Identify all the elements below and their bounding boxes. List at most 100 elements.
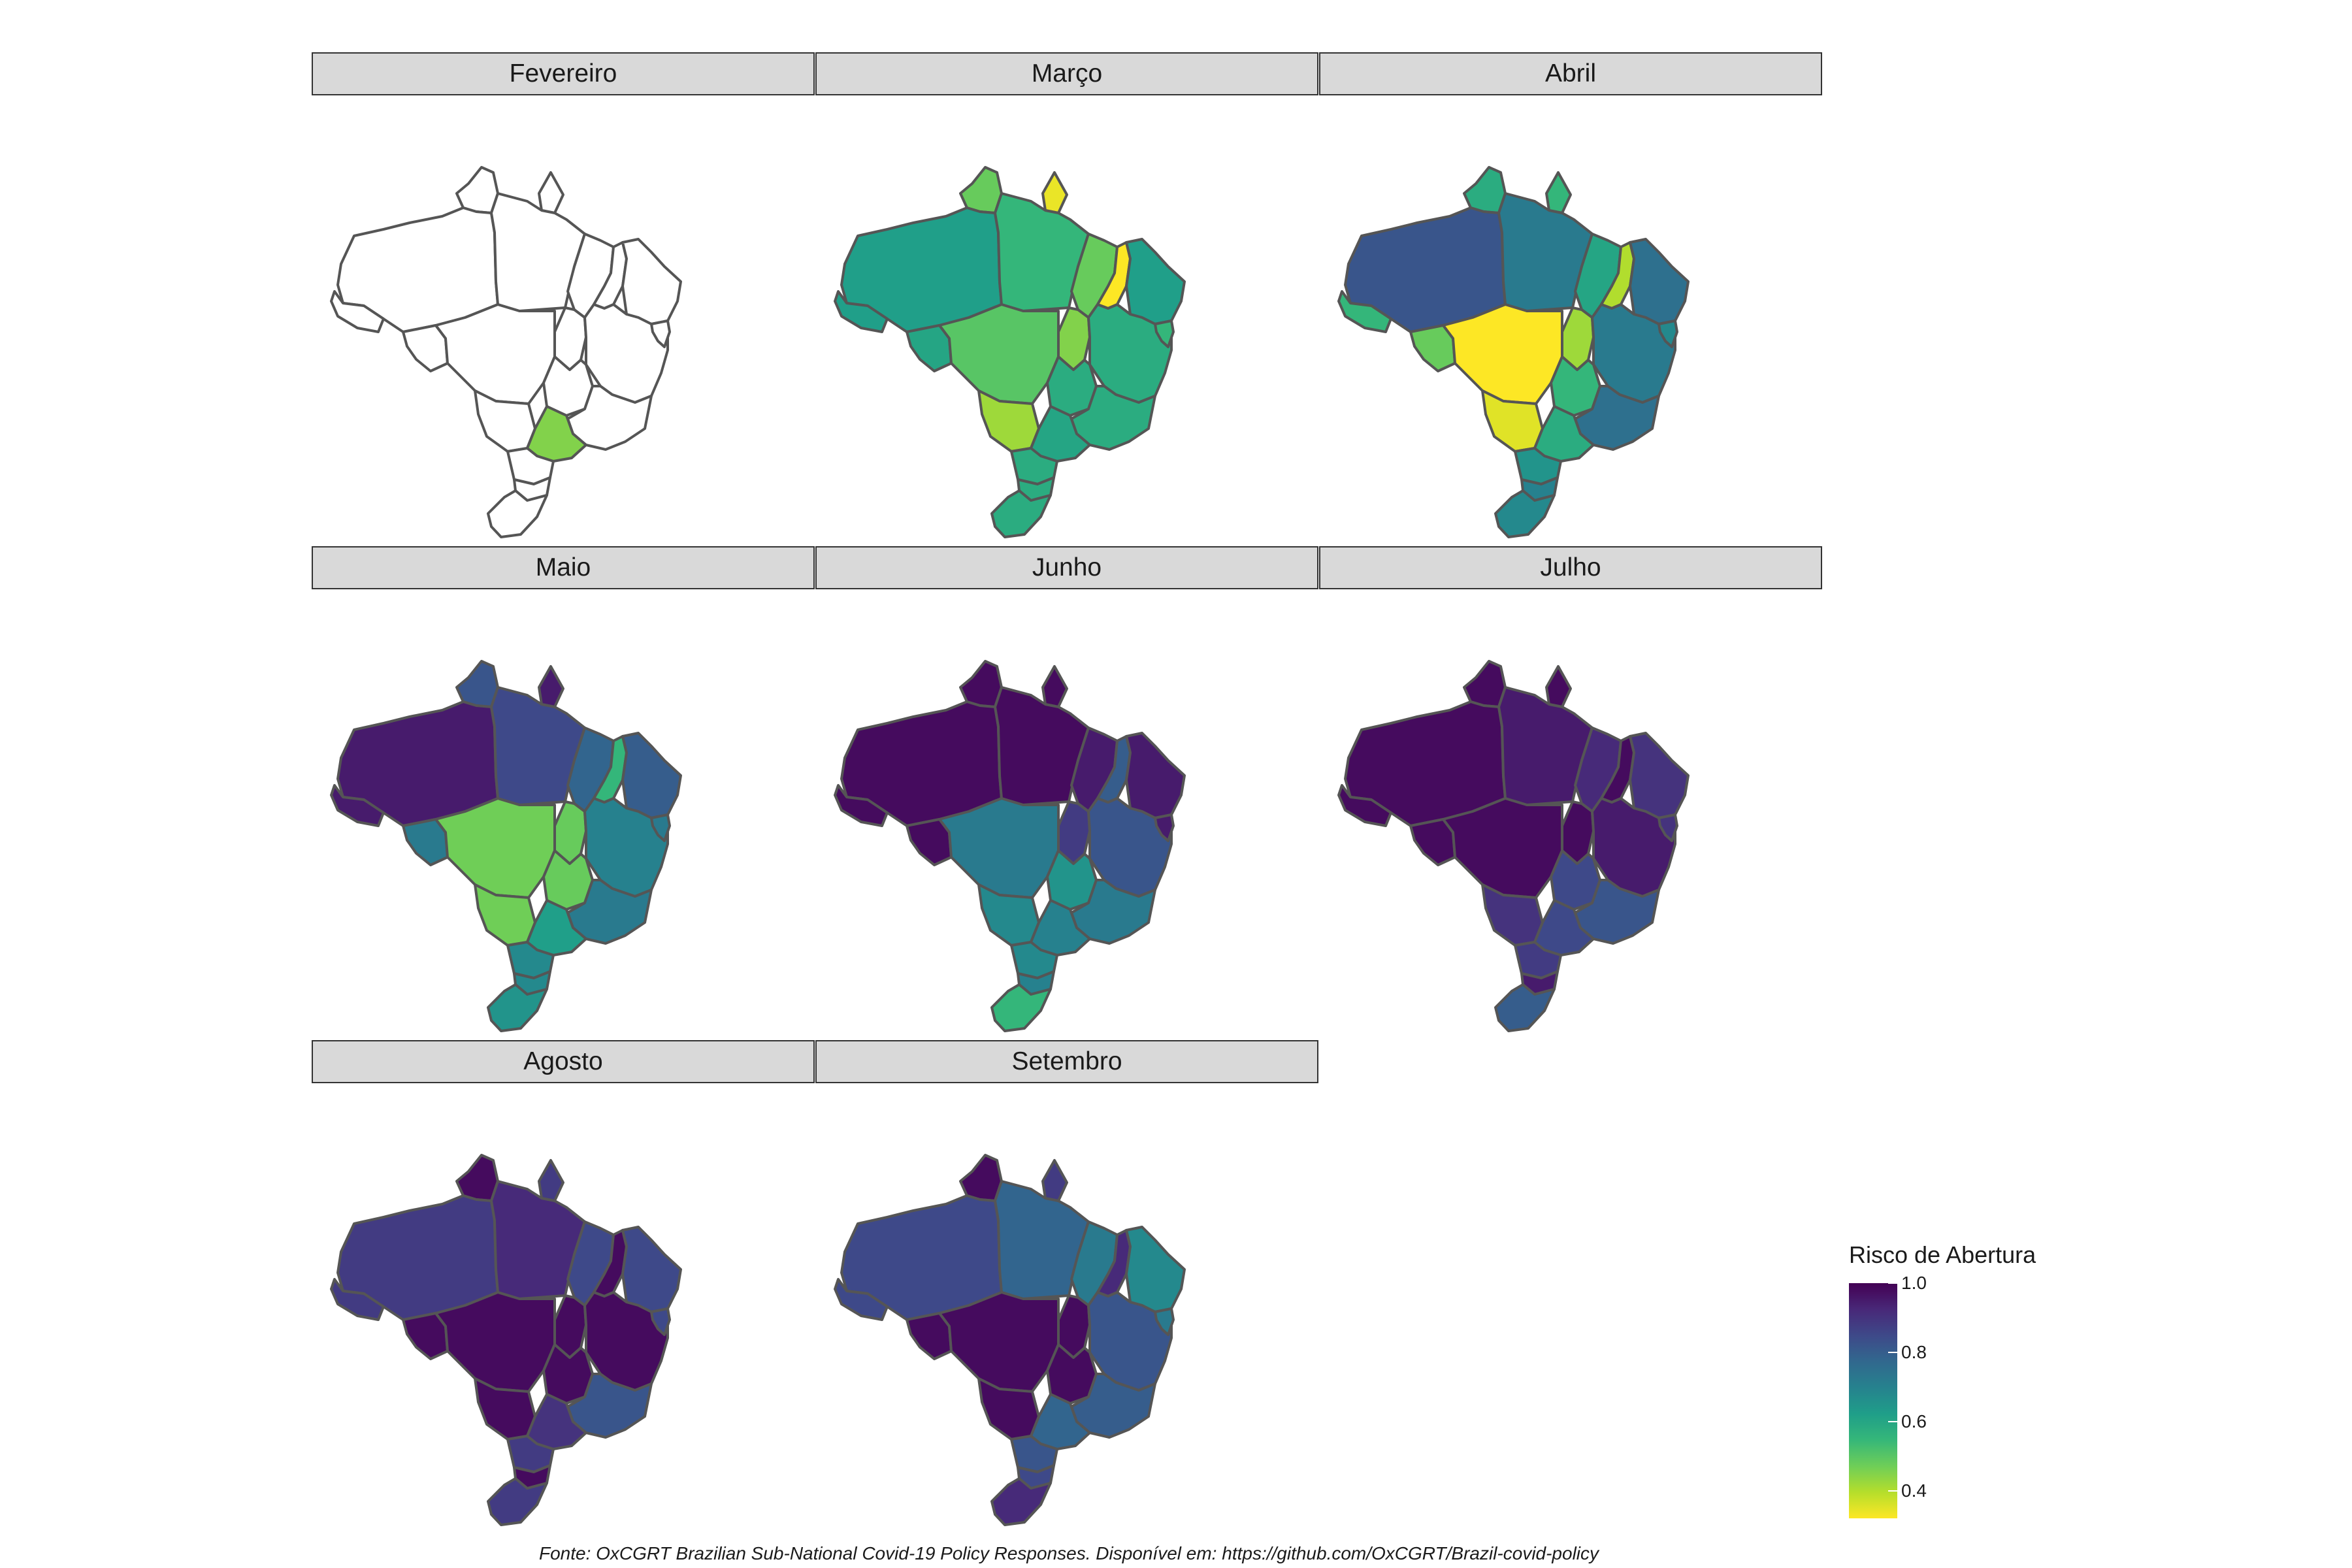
state-ac [330,784,385,827]
state-ac [834,290,889,333]
legend-tick-mark [1888,1490,1897,1492]
state-rr [959,166,1003,214]
state-ne [1125,238,1186,325]
brazil-map [815,95,1318,541]
state-ne [621,238,682,325]
state-ba [1591,797,1676,898]
brazil-map [312,95,815,541]
map-svg [834,1154,1186,1526]
facet-strip-label: Abril [1319,52,1822,95]
facet-strip-label: Setembro [815,1040,1318,1083]
facet-strip-label: Agosto [312,1040,815,1083]
map-svg [330,166,682,538]
legend-tick-label: 1.0 [1901,1273,1927,1293]
state-rs [990,983,1052,1032]
state-ap [1545,171,1572,214]
map-svg [834,660,1186,1032]
state-rs [487,1477,548,1526]
state-ac [834,784,889,827]
state-se [1154,319,1175,348]
legend-tick-label: 0.4 [1901,1480,1927,1501]
legend-tick-label: 0.6 [1901,1411,1927,1431]
facet-strip-label: Junho [815,546,1318,589]
state-ap [538,665,564,708]
legend-tick-mark [1888,1351,1897,1353]
state-ba [1087,303,1173,404]
facet-panel: Março [815,52,1318,541]
map-svg [834,166,1186,538]
facet-strip-label: Maio [312,546,815,589]
state-ap [538,171,564,214]
facet-strip-label: Julho [1319,546,1822,589]
state-ba [583,797,669,898]
map-svg [330,660,682,1032]
state-ba [583,1291,669,1392]
state-ne [1125,1226,1186,1313]
legend-tick-label: 0.8 [1901,1341,1927,1362]
brazil-map [815,589,1318,1035]
legend-title: Risco de Abertura [1849,1241,2036,1268]
state-ac [834,1278,889,1321]
facet-strip-label: Março [815,52,1318,95]
facet-strip-label: Fevereiro [312,52,815,95]
facet-panel: Agosto [312,1040,815,1529]
state-se [650,813,671,842]
brazil-map [1319,95,1822,541]
map-svg [1337,660,1690,1032]
state-mt [434,303,556,405]
state-ap [1041,171,1068,214]
legend-tick-mark [1888,1282,1897,1284]
legend-colorbar [1849,1283,1897,1518]
state-mt [938,303,1060,405]
state-rs [1494,983,1556,1032]
brazil-map [815,1083,1318,1529]
state-ne [1629,238,1690,325]
state-ba [1591,303,1676,404]
state-mt [938,797,1060,899]
state-se [650,1307,671,1336]
state-ne [1125,732,1186,819]
brazil-map [312,589,815,1035]
state-rr [959,1154,1003,1202]
state-ba [1087,1291,1173,1392]
state-mt [938,1291,1060,1393]
state-mt [434,797,556,899]
state-rr [455,1154,499,1202]
state-ap [1545,665,1572,708]
state-ac [330,1278,385,1321]
state-ne [621,732,682,819]
state-rr [455,166,499,214]
facet-panel: Maio [312,546,815,1035]
brazil-map [1319,589,1822,1035]
state-se [1658,319,1678,348]
facet-panel: Abril [1319,52,1822,541]
facet-panel: Junho [815,546,1318,1035]
facet-panel: Fevereiro [312,52,815,541]
state-rr [1463,660,1507,708]
state-se [1154,813,1175,842]
state-mt [1442,303,1563,405]
state-rr [959,660,1003,708]
state-ap [538,1159,564,1202]
source-caption: Fonte: OxCGRT Brazilian Sub-National Cov… [538,1543,1599,1563]
map-svg [1337,166,1690,538]
state-ne [621,1226,682,1313]
state-se [1154,1307,1175,1336]
state-ac [1337,290,1392,333]
state-ap [1041,665,1068,708]
state-mt [1442,797,1563,899]
state-ac [330,290,385,333]
state-rr [455,660,499,708]
legend-tick-mark [1888,1420,1897,1422]
state-rs [1494,489,1556,538]
state-rs [487,983,548,1032]
state-rs [990,1477,1052,1526]
state-rr [1463,166,1507,214]
state-ap [1041,1159,1068,1202]
state-ba [1087,797,1173,898]
map-svg [330,1154,682,1526]
facet-panel: Julho [1319,546,1822,1035]
state-ba [583,303,669,404]
state-se [1658,813,1678,842]
